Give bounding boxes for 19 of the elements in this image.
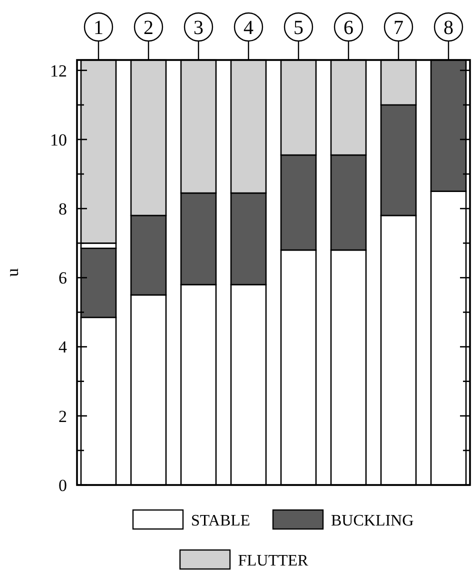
x-tick-label: 7 [394, 17, 404, 39]
y-tick-label: 8 [58, 200, 67, 219]
legend-label: STABLE [191, 512, 250, 530]
y-tick-label: 2 [58, 406, 67, 426]
y-axis-title: u [3, 268, 22, 277]
legend-label: BUCKLING [331, 512, 414, 530]
y-tick-label: 10 [50, 130, 67, 150]
x-tick-label: 6 [344, 17, 354, 39]
legend-label: FLUTTER [238, 552, 309, 570]
x-tick-label: 1 [94, 17, 104, 39]
x-tick-label: 4 [244, 17, 254, 39]
y-tick-label: 12 [50, 61, 67, 80]
x-tick-label: 2 [144, 17, 154, 39]
y-tick-label: 4 [58, 338, 68, 357]
x-tick-label: 5 [294, 17, 304, 39]
y-tick-label: 6 [58, 268, 67, 288]
x-tick-label: 3 [194, 17, 204, 39]
x-tick-label: 8 [444, 17, 454, 39]
y-tick-label: 0 [58, 476, 67, 495]
